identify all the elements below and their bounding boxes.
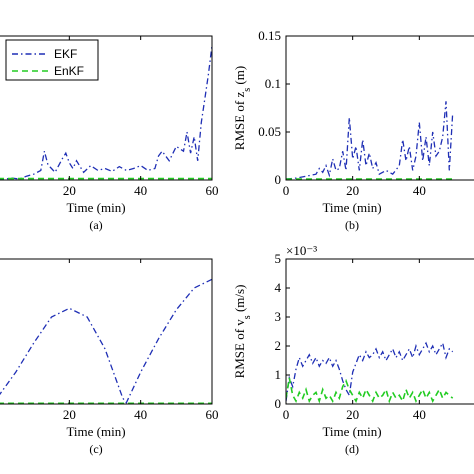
y-axis-label: RMSE of vs (m/s) bbox=[232, 285, 253, 379]
legend-label-enkf: EnKF bbox=[54, 64, 84, 78]
y-tick-label: 0 bbox=[275, 172, 282, 187]
x-tick-label: 40 bbox=[134, 407, 147, 422]
legend-box bbox=[5, 39, 99, 81]
x-tick-label: 20 bbox=[346, 407, 359, 422]
y-tick-label: 0.05 bbox=[258, 124, 281, 139]
x-axis-label: Time (min) bbox=[322, 200, 381, 215]
x-tick-label: 0 bbox=[283, 183, 290, 198]
y-tick-label: 4 bbox=[275, 280, 282, 295]
panel-caption: (a) bbox=[89, 218, 102, 232]
panel-c: 20 40 60 Time (min) (c) bbox=[0, 258, 219, 456]
legend-label-ekf: EKF bbox=[54, 47, 77, 61]
plot-frame bbox=[0, 258, 213, 405]
x-tick-label: 20 bbox=[346, 183, 359, 198]
x-axis-label: Time (min) bbox=[66, 424, 125, 439]
panel-caption: (b) bbox=[345, 218, 359, 232]
plot-frame bbox=[285, 35, 474, 181]
series-line-enkf bbox=[286, 377, 454, 404]
plot-frame bbox=[285, 258, 474, 405]
x-tick-label: 40 bbox=[413, 407, 426, 422]
x-tick-label: 40 bbox=[134, 183, 147, 198]
panel-caption: (c) bbox=[89, 442, 102, 456]
x-tick-label: 20 bbox=[63, 407, 76, 422]
y-tick-label: 0 bbox=[275, 396, 282, 411]
series-line-ekf bbox=[0, 278, 212, 404]
x-tick-label: 60 bbox=[206, 407, 219, 422]
x-axis-label: Time (min) bbox=[66, 200, 125, 215]
x-tick-label: 20 bbox=[63, 183, 76, 198]
panel-caption: (d) bbox=[345, 442, 359, 456]
axis-multiplier: ×10⁻³ bbox=[286, 243, 317, 258]
panel-a: 20 40 60 Time (min) (a) EKF EnKF bbox=[0, 35, 219, 232]
x-tick-label: 0 bbox=[283, 407, 290, 422]
series-line-ekf bbox=[0, 45, 212, 180]
series-line-ekf bbox=[286, 341, 454, 402]
y-tick-label: 2 bbox=[275, 338, 282, 353]
plot-frame bbox=[0, 35, 213, 181]
panel-b: 0 20 40 0 0.05 0.1 0.15 Time (min) (b) RMSE of zs… bbox=[232, 28, 474, 232]
y-axis-label: RMSE of zs (m) bbox=[232, 66, 253, 150]
x-tick-label: 60 bbox=[206, 183, 219, 198]
y-tick-label: 1 bbox=[275, 367, 282, 382]
y-tick-label: 0.1 bbox=[265, 76, 281, 91]
panel-d: 0 20 40 0 1 2 3 4 5 Time (min) (d) RMSE of vs (m/s)… bbox=[232, 243, 474, 456]
x-tick-label: 40 bbox=[413, 183, 426, 198]
y-tick-label: 5 bbox=[275, 251, 282, 266]
y-tick-label: 3 bbox=[275, 309, 282, 324]
y-tick-label: 0.15 bbox=[258, 28, 281, 43]
legend: EKF EnKF bbox=[5, 39, 99, 81]
series-line-ekf bbox=[286, 101, 454, 180]
x-axis-label: Time (min) bbox=[322, 424, 381, 439]
